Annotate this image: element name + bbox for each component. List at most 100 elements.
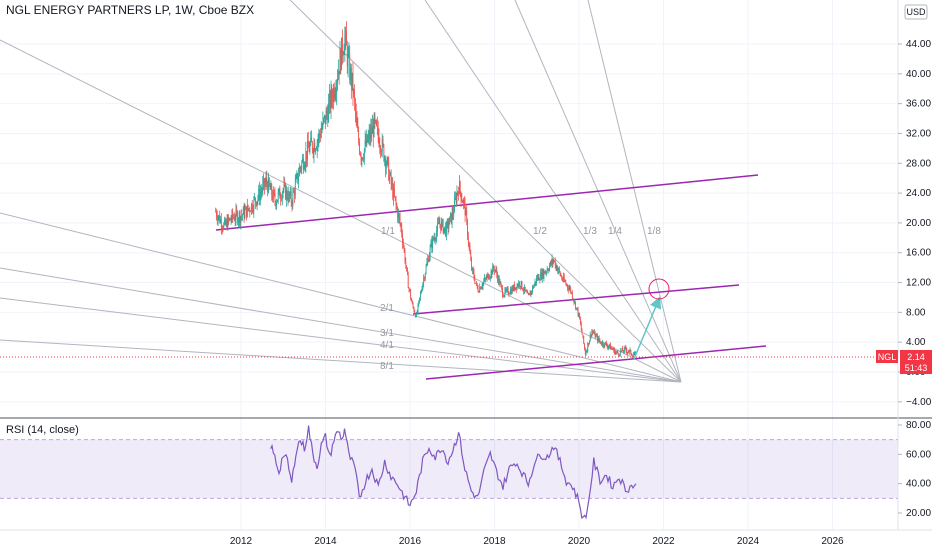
candle-body [555,265,557,268]
candle-body [513,284,515,291]
candle-body [607,346,609,348]
candle-body [266,178,268,184]
rsi-tick-label: 80.00 [906,420,931,431]
candle-body [381,151,382,153]
candle-body [321,127,323,131]
candle-body [485,278,486,279]
candle-body [532,286,533,292]
candle-body [602,342,604,346]
rsi-panel-label[interactable]: RSI (14, close) [6,424,79,436]
target-circle[interactable] [648,278,670,300]
candle-body [298,176,299,182]
candle-body [324,115,326,124]
candle-body [385,157,386,169]
candle-body [616,351,618,353]
candle-body [372,125,374,137]
candle-body [578,313,580,316]
candle-body [525,290,527,292]
candle-body [565,281,567,285]
candle-body [437,222,439,223]
candle-body [480,287,481,290]
time-axis[interactable]: 2012 2014 2016 2018 2020 2022 2024 2026 [230,536,844,547]
candle-body [428,255,430,262]
fan-label: 4/1 [380,340,394,351]
candle-body [530,291,532,296]
candle-body [225,220,227,225]
candle-body [399,217,401,224]
last-price-marker[interactable]: NGL 2.14 51:43 [876,350,932,374]
currency-badge[interactable] [904,4,928,20]
candle-body [632,355,633,357]
candle-body [474,278,476,284]
time-tick-label: 2022 [652,536,675,547]
rsi-tick-label: 20.00 [906,508,931,519]
candle-body [270,184,272,190]
candle-body [228,217,230,221]
candle-body [362,157,364,160]
candle-body [346,45,348,67]
rsi-scale[interactable]: 80.00 60.00 40.00 20.00 [898,420,931,519]
candle-body [512,287,514,291]
candle-body [225,219,226,225]
candle-body [243,207,245,218]
candle-body [580,319,581,324]
price-channel[interactable] [215,174,767,380]
candle-body [368,136,369,142]
candle-body [400,223,402,227]
candle-body [394,196,396,199]
candle-body [268,178,270,186]
candle-body [221,227,223,229]
candle-body [390,172,392,184]
gann-fan[interactable] [0,0,682,383]
candle-body [262,183,264,192]
candle-body [417,304,419,312]
candle-body [239,212,241,223]
chart-title[interactable]: NGL ENERGY PARTNERS LP, 1W, Cboe BZX [6,3,254,17]
candle-body [364,140,366,149]
candle-body [406,265,407,268]
candle-body [272,195,273,200]
candle-body [488,274,490,280]
candle-body [445,226,446,236]
candle-body [305,151,307,165]
candle-body [437,222,438,231]
candle-body [264,178,265,187]
candle-body [265,178,267,183]
candle-body [623,351,624,352]
candle-body [441,221,442,230]
candle-body [583,336,585,344]
candle-body [462,201,464,204]
candle-body [550,261,552,265]
candle-body [420,291,422,294]
candle-body [549,265,550,271]
candle-body [459,181,461,192]
projection-arrow[interactable] [633,296,662,360]
candle-body [507,288,509,294]
candle-body [289,192,290,197]
candle-body [463,200,465,202]
candle-body [487,274,489,276]
candle-body [468,242,470,247]
candle-body [223,223,225,229]
candle-body [537,277,538,280]
candle-body [502,287,503,296]
candle-body [569,287,571,289]
candle-body [562,279,563,281]
candle-body [382,139,384,145]
candle-body [540,272,542,281]
fan-label: 1/8 [647,226,661,237]
candle-body [558,268,560,272]
candle-body [403,246,405,251]
candle-body [229,218,231,221]
candle-body [408,288,410,289]
candle-body [411,298,412,302]
candle-body [499,282,501,285]
channel-line [425,345,767,380]
candle-body [251,203,253,211]
candle-body [220,219,221,223]
candle-body [337,70,339,79]
candle-body [370,128,372,139]
candle-body [517,284,519,287]
candle-body [322,119,324,128]
